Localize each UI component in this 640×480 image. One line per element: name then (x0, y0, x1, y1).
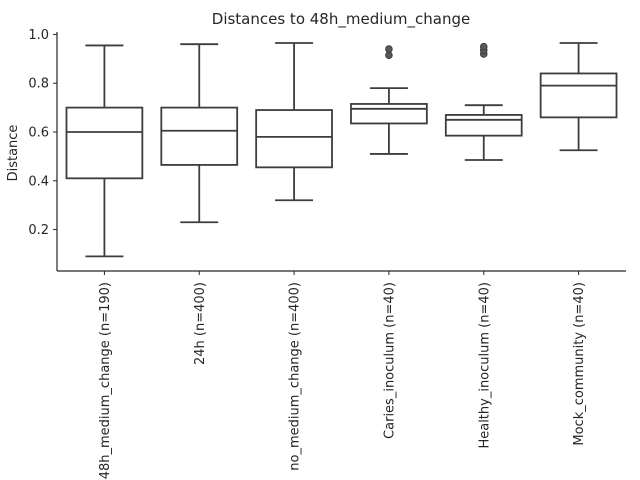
box-iqr (444, 114, 523, 137)
y-tick-label: 1.0 (28, 28, 49, 43)
y-tick-label: 0.2 (28, 223, 49, 238)
outlier-point (479, 42, 488, 51)
y-axis-label: Distance (6, 125, 21, 182)
category-label: Healthy_inoculum (n=40) (477, 282, 492, 449)
box-iqr (160, 106, 239, 166)
box-iqr (350, 103, 428, 125)
outlier-point (385, 45, 393, 53)
box-iqr (255, 109, 333, 169)
box-iqr (539, 72, 618, 119)
y-tick-label: 0.6 (28, 125, 49, 140)
y-tick-label: 0.4 (28, 174, 49, 189)
category-label: 48h_medium_change (n=190) (98, 282, 113, 479)
category-label: 24h (n=400) (193, 282, 208, 365)
y-tick-label: 0.8 (28, 77, 49, 92)
plot-area: 0.2 0.4 0.6 0.8 1.0 48h_medium_change (n=190)… (28, 28, 618, 479)
category-label: no_medium_change (n=400) (288, 282, 303, 471)
box-iqr (65, 106, 144, 180)
category-label: Caries_inoculum (n=40) (382, 282, 397, 439)
category-label: Mock_community (n=40) (572, 282, 587, 446)
chart-title: Distances to 48h_medium_change (212, 10, 470, 29)
